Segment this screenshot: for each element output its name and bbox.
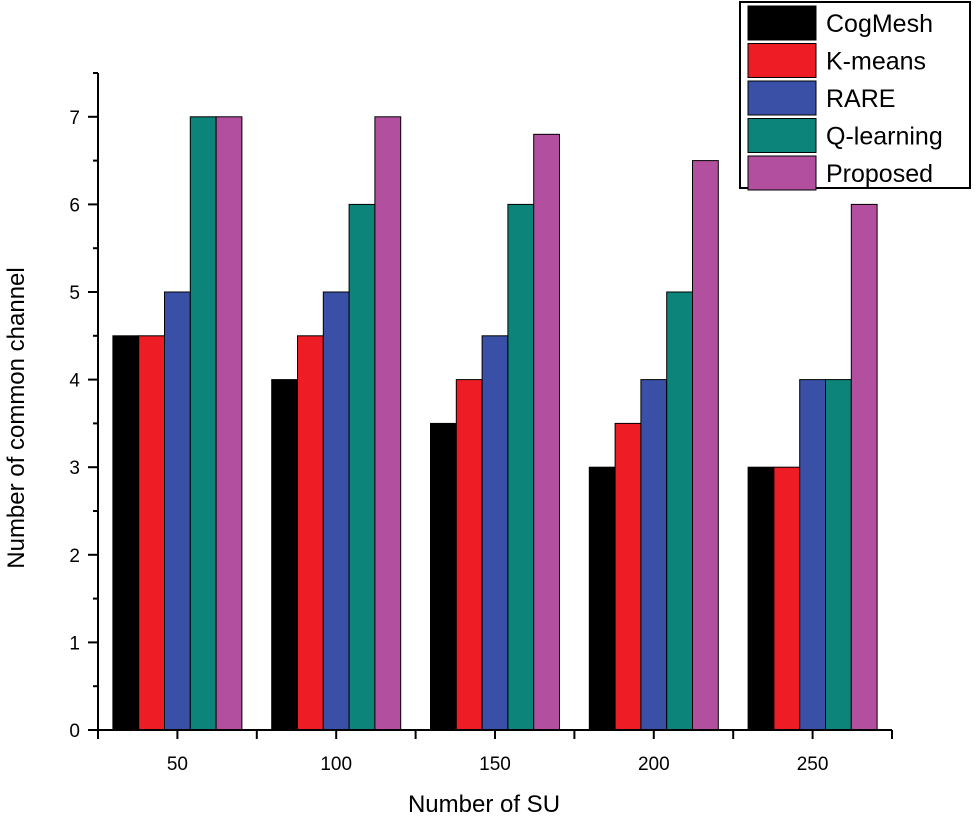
legend-swatch-cogmesh [747,5,817,41]
bar-cogmesh-100 [271,379,299,731]
bar-proposed-150 [533,133,561,731]
axes-layer: 0 1 2 3 4 5 6 7 50 100 150 200 250 [69,72,893,775]
bar-proposed-200 [692,160,719,731]
legend-swatch-proposed [747,155,817,191]
bar-rare-50 [164,291,191,731]
bar-proposed-100 [374,116,402,731]
y-tick-label: 2 [69,546,80,567]
legend-label: CogMesh [826,10,933,38]
bar-k-means-200 [614,422,642,731]
x-axis-title: Number of SU [408,791,560,818]
legend: CogMesh K-means RARE Q-learning Proposed [739,1,971,191]
bar-rare-200 [640,379,668,731]
x-tick-label: 250 [797,754,829,775]
y-axis-title: Number of common channel [3,267,30,568]
legend-swatch-q-learning [747,118,817,153]
bar-cogmesh-250 [747,466,775,731]
bar-rare-150 [481,335,509,731]
bar-rare-250 [799,379,827,731]
bar-cogmesh-50 [112,335,140,731]
y-tick-label: 7 [69,108,80,129]
x-tick-label: 100 [320,754,352,775]
x-tick-label: 50 [167,754,188,775]
bar-proposed-250 [850,203,878,731]
bar-cogmesh-150 [430,422,457,731]
y-tick-label: 1 [69,633,80,654]
bar-k-means-250 [773,466,801,731]
y-tick-label: 6 [69,195,80,216]
legend-label: Q-learning [826,123,943,151]
bars-layer [112,116,878,731]
legend-swatch-k-means [747,43,817,78]
bar-q-learning-250 [825,379,852,731]
legend-label: K-means [826,48,926,76]
bar-k-means-50 [138,335,165,731]
bar-q-learning-100 [348,203,376,731]
bar-q-learning-50 [189,116,217,731]
y-tick-label: 4 [69,371,80,392]
bar-cogmesh-200 [588,466,616,731]
y-tick-label: 5 [69,283,80,304]
y-tick-label: 3 [69,458,80,479]
legend-label: RARE [826,85,895,113]
bar-q-learning-150 [507,203,535,731]
legend-label: Proposed [826,160,933,188]
bar-rare-100 [322,291,350,731]
bar-k-means-100 [297,335,324,731]
bar-k-means-150 [455,379,483,731]
x-tick-label: 150 [479,754,511,775]
legend-swatch-rare [747,80,817,116]
bar-q-learning-200 [666,291,694,731]
bar-proposed-50 [215,116,243,731]
y-tick-label: 0 [69,721,80,742]
x-tick-label: 200 [638,754,670,775]
